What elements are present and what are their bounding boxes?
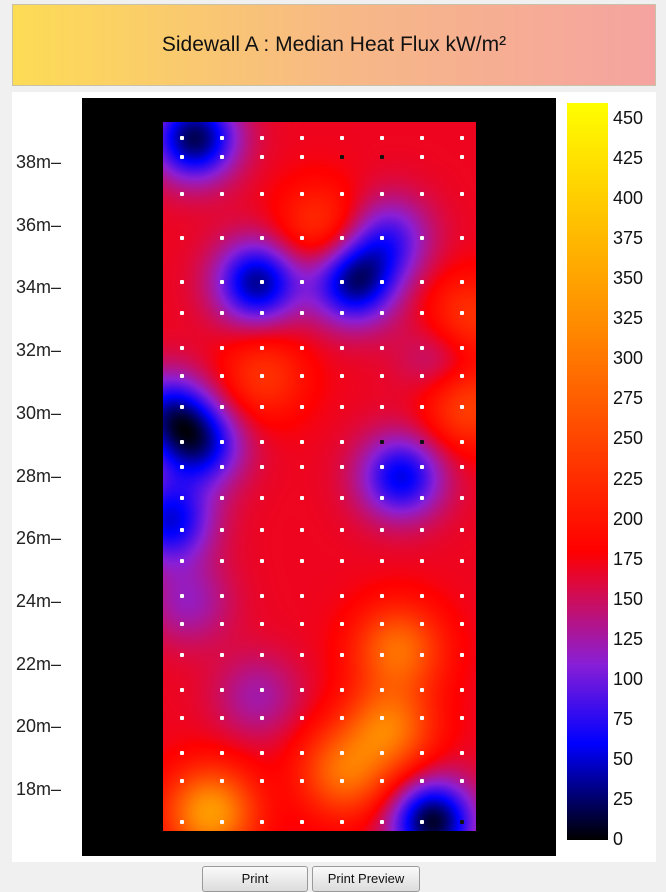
y-tick-label: 20m– xyxy=(16,716,62,737)
y-tick-label: 18m– xyxy=(16,779,62,800)
colorbar-tick-label: 300 xyxy=(613,348,644,369)
colorbar-tick-label: 250 xyxy=(613,428,644,449)
colorbar-tick-label: 125 xyxy=(613,628,644,649)
y-tick-label: 26m– xyxy=(16,528,62,549)
colorbar-tick-label: 425 xyxy=(613,148,644,169)
colorbar-tick-label: 325 xyxy=(613,308,644,329)
colorbar-tick-label: 100 xyxy=(613,668,644,689)
colorbar-tick-label: 400 xyxy=(613,188,644,209)
y-tick-label: 22m– xyxy=(16,653,62,674)
colorbar-tick-label: 275 xyxy=(613,388,644,409)
print-button[interactable]: Print xyxy=(202,866,308,892)
colorbar-tick-label: 175 xyxy=(613,548,644,569)
y-tick-label: 28m– xyxy=(16,465,62,486)
colorbar-tick-label: 200 xyxy=(613,508,644,529)
chart-title: Sidewall A : Median Heat Flux kW/m² xyxy=(161,33,507,56)
colorbar-tick-label: 75 xyxy=(613,708,634,729)
colorbar-tick-label: 350 xyxy=(613,268,644,289)
y-tick-label: 34m– xyxy=(16,277,62,298)
y-tick-label: 36m– xyxy=(16,214,62,235)
colorbar-tick-label: 225 xyxy=(613,468,644,489)
y-tick-label: 32m– xyxy=(16,340,62,360)
heatmap xyxy=(163,122,476,831)
colorbar-tick-label: 375 xyxy=(613,228,644,249)
colorbar-tick-label: 0 xyxy=(613,829,624,849)
colorbar-tick-label: 450 xyxy=(613,108,644,129)
colorbar xyxy=(567,103,608,840)
title-bar: Sidewall A : Median Heat Flux kW/m² xyxy=(12,4,656,86)
colorbar-tick-label: 150 xyxy=(613,588,644,609)
y-tick-label: 24m– xyxy=(16,590,62,611)
y-tick-label: 30m– xyxy=(16,402,62,423)
y-tick-label: 38m– xyxy=(16,151,62,172)
print-preview-button[interactable]: Print Preview xyxy=(312,866,420,892)
colorbar-tick-label: 50 xyxy=(613,748,634,769)
colorbar-tick-label: 25 xyxy=(613,788,634,809)
